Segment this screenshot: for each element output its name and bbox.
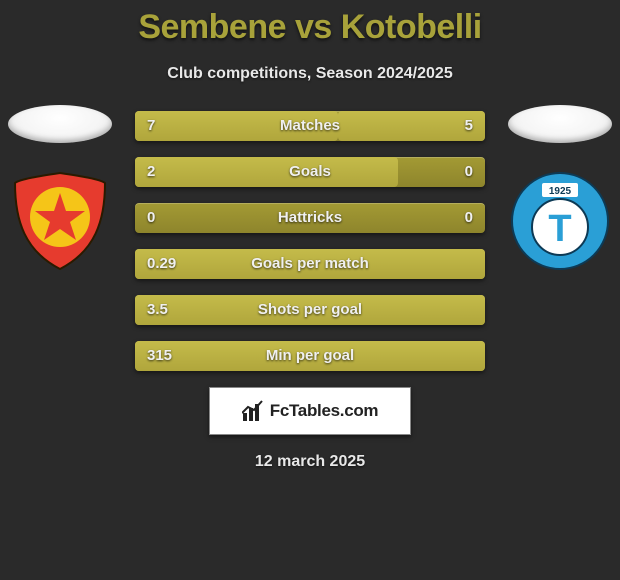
stat-label: Shots per goal (135, 295, 485, 325)
chart-icon (242, 400, 264, 422)
stat-left-value: 2 (147, 157, 155, 187)
team-left-badge (10, 171, 110, 271)
partizani-badge-icon (10, 171, 110, 271)
stat-label: Goals (135, 157, 485, 187)
stat-row: 315Min per goal (135, 341, 485, 371)
teuta-badge-icon: 1925 T (510, 171, 610, 271)
team-right-badge: 1925 T (510, 171, 610, 271)
footer-brand-text: FcTables.com (270, 401, 379, 421)
stat-label: Matches (135, 111, 485, 141)
stat-left-value: 0 (147, 203, 155, 233)
stat-bars: 75Matches20Goals00Hattricks0.29Goals per… (135, 111, 485, 371)
subtitle: Club competitions, Season 2024/2025 (0, 65, 620, 83)
stat-row: 3.5Shots per goal (135, 295, 485, 325)
stat-left-value: 315 (147, 341, 172, 371)
player-right-avatar (508, 105, 612, 143)
footer-date: 12 march 2025 (0, 453, 620, 471)
footer-brand-badge: FcTables.com (209, 387, 411, 435)
stat-label: Min per goal (135, 341, 485, 371)
stat-left-value: 0.29 (147, 249, 176, 279)
stat-right-value: 0 (465, 157, 473, 187)
stat-row: 2 0Goals (135, 157, 485, 187)
stat-right-value: 5 (465, 111, 473, 141)
stat-label: Goals per match (135, 249, 485, 279)
stat-right-value: 0 (465, 203, 473, 233)
stat-left-value: 3.5 (147, 295, 168, 325)
comparison-panel: 1925 T 75Matches20Goals00Hattricks0.29Go… (0, 111, 620, 371)
page-title: Sembene vs Kotobelli (0, 8, 620, 47)
stat-left-value: 7 (147, 111, 155, 141)
stat-label: Hattricks (135, 203, 485, 233)
player-left-avatar (8, 105, 112, 143)
stat-row: 0.29Goals per match (135, 249, 485, 279)
teuta-letter: T (548, 208, 571, 250)
teuta-year: 1925 (549, 186, 572, 197)
stat-row: 7 5Matches (135, 111, 485, 141)
avatar-placeholder-icon (8, 105, 112, 143)
stat-row: 0 0Hattricks (135, 203, 485, 233)
avatar-placeholder-icon (508, 105, 612, 143)
